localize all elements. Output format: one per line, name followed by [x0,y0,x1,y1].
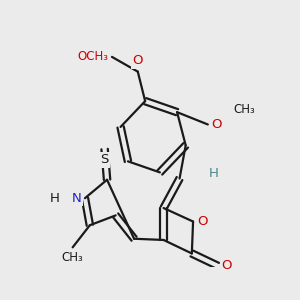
Text: S: S [100,154,109,166]
Text: OCH₃: OCH₃ [77,50,108,63]
Text: CH₃: CH₃ [62,251,83,264]
Text: O: O [197,215,207,228]
Text: O: O [221,259,232,272]
Text: N: N [71,192,81,205]
Text: CH₃: CH₃ [234,103,255,116]
Text: H: H [209,167,219,180]
Text: O: O [133,54,143,67]
Text: O: O [212,118,222,131]
Text: H: H [49,192,59,205]
